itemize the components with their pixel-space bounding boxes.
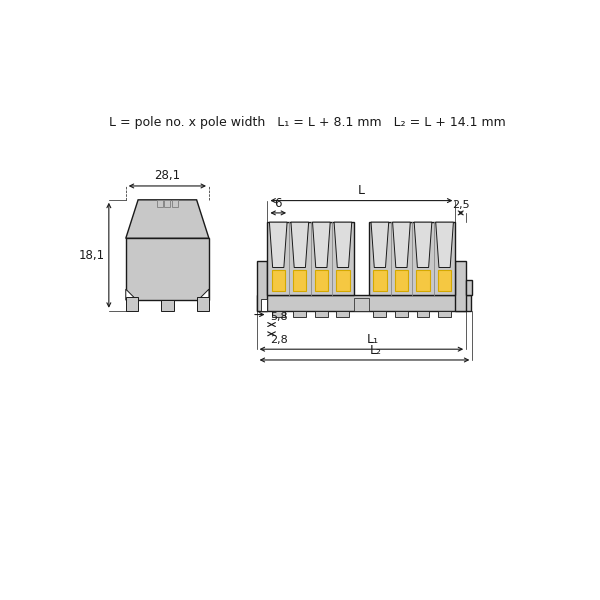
Bar: [369, 222, 455, 295]
Polygon shape: [414, 222, 432, 268]
Polygon shape: [126, 200, 209, 238]
Bar: [293, 311, 306, 317]
Bar: [197, 297, 209, 311]
Bar: [126, 297, 138, 311]
Bar: [262, 299, 268, 311]
Bar: [272, 311, 285, 317]
Polygon shape: [198, 289, 209, 300]
Text: L: L: [358, 184, 365, 197]
Bar: [438, 270, 451, 290]
Bar: [337, 311, 349, 317]
Bar: [314, 270, 328, 290]
Polygon shape: [436, 222, 454, 268]
Bar: [257, 260, 268, 311]
Bar: [416, 311, 430, 317]
Bar: [416, 270, 430, 290]
Bar: [315, 311, 328, 317]
Polygon shape: [334, 222, 352, 268]
Text: 6: 6: [274, 197, 282, 210]
Bar: [373, 311, 386, 317]
Bar: [354, 298, 369, 311]
Bar: [395, 311, 408, 317]
Bar: [126, 238, 209, 300]
Bar: [268, 222, 354, 295]
Polygon shape: [313, 222, 330, 268]
Text: 28,1: 28,1: [154, 169, 181, 182]
Bar: [293, 270, 307, 290]
Text: 5,8: 5,8: [270, 312, 287, 322]
Text: L = pole no. x pole width   L₁ = L + 8.1 mm   L₂ = L + 14.1 mm: L = pole no. x pole width L₁ = L + 8.1 m…: [109, 116, 506, 128]
Bar: [466, 280, 472, 295]
Text: 18,1: 18,1: [79, 249, 105, 262]
Text: L₁: L₁: [367, 333, 379, 346]
Polygon shape: [291, 222, 308, 268]
Text: 2,8: 2,8: [270, 335, 288, 346]
Text: 2,5: 2,5: [452, 200, 470, 210]
Bar: [272, 270, 285, 290]
Polygon shape: [126, 289, 137, 300]
Bar: [455, 260, 466, 311]
Polygon shape: [371, 222, 389, 268]
Bar: [438, 311, 451, 317]
Bar: [161, 300, 173, 311]
Bar: [395, 270, 408, 290]
Bar: [157, 200, 163, 207]
Text: L₂: L₂: [370, 344, 382, 357]
Bar: [172, 200, 178, 207]
Bar: [257, 295, 471, 311]
Bar: [336, 270, 350, 290]
Bar: [373, 270, 386, 290]
Polygon shape: [269, 222, 287, 268]
Bar: [164, 200, 170, 207]
Polygon shape: [392, 222, 410, 268]
